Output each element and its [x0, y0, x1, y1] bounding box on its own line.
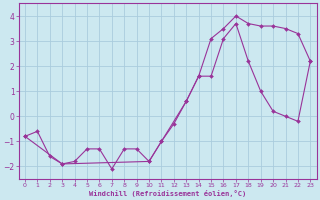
X-axis label: Windchill (Refroidissement éolien,°C): Windchill (Refroidissement éolien,°C)	[89, 190, 246, 197]
